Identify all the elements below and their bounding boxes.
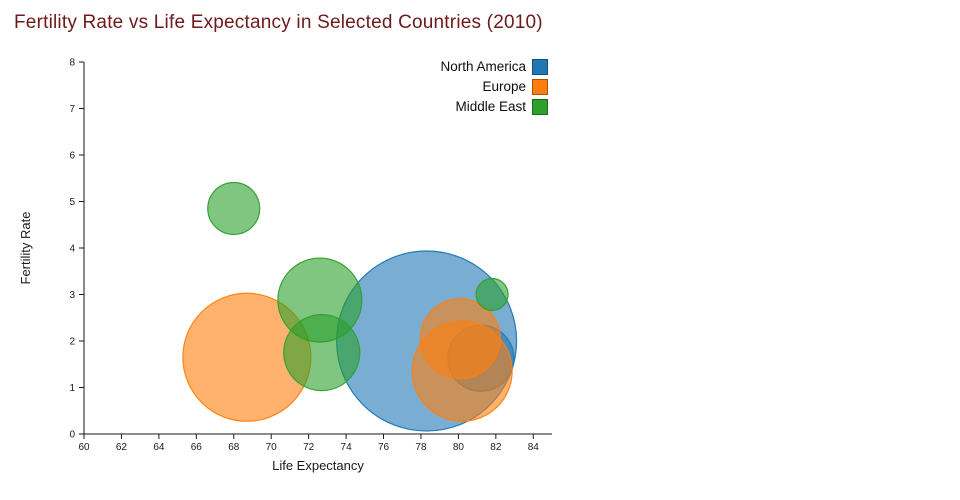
y-tick-label: 0 <box>69 430 75 441</box>
y-tick-label: 8 <box>69 58 75 69</box>
x-tick-label: 64 <box>153 442 165 453</box>
legend-item-middle-east: Middle East <box>455 97 548 116</box>
x-tick-label: 74 <box>341 442 353 453</box>
x-axis-title: Life Expectancy <box>272 458 364 473</box>
x-tick-label: 70 <box>266 442 278 453</box>
series-europe <box>182 292 513 422</box>
bubble <box>475 277 509 312</box>
series-middle-east <box>207 181 509 392</box>
x-tick-label: 84 <box>528 442 540 453</box>
x-tick-label: 78 <box>415 442 427 453</box>
legend-swatch <box>532 58 548 75</box>
y-tick-label: 2 <box>69 337 75 348</box>
legend-item-europe: Europe <box>482 77 548 96</box>
x-tick-label: 60 <box>78 442 90 453</box>
x-tick-label: 72 <box>303 442 315 453</box>
legend: North America Europe Middle East <box>0 57 548 116</box>
x-tick-label: 68 <box>228 442 240 453</box>
legend-swatch <box>532 98 548 115</box>
x-tick-label: 66 <box>191 442 203 453</box>
chart-title: Fertility Rate vs Life Expectancy in Sel… <box>14 12 543 33</box>
y-axis-title: Fertility Rate <box>18 212 33 285</box>
legend-label: North America <box>440 59 526 74</box>
legend-item-north-america: North America <box>440 57 548 76</box>
bubble-layer <box>182 181 518 432</box>
bubble <box>207 181 261 236</box>
x-tick-label: 76 <box>378 442 390 453</box>
y-tick-label: 7 <box>69 104 75 115</box>
legend-label: Middle East <box>455 99 526 114</box>
y-tick-label: 5 <box>69 197 75 208</box>
y-tick-label: 1 <box>69 383 75 394</box>
x-tick-label: 80 <box>453 442 465 453</box>
x-tick-label: 82 <box>490 442 502 453</box>
bubble <box>411 320 513 422</box>
y-tick-label: 4 <box>69 244 75 255</box>
x-tick-label: 62 <box>116 442 128 453</box>
legend-swatch <box>532 78 548 95</box>
bubble <box>283 314 361 392</box>
y-tick-label: 3 <box>69 290 75 301</box>
legend-label: Europe <box>482 79 526 94</box>
y-tick-label: 6 <box>69 151 75 162</box>
